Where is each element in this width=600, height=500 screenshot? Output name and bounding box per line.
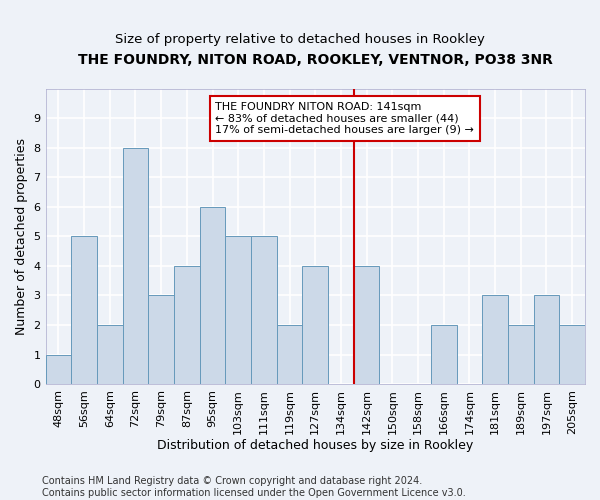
Bar [97,325,122,384]
Bar [354,266,379,384]
Bar [71,236,97,384]
Bar [431,325,457,384]
Bar [122,148,148,384]
Bar [46,354,71,384]
Bar [174,266,200,384]
Bar [559,325,585,384]
X-axis label: Distribution of detached houses by size in Rookley: Distribution of detached houses by size … [157,440,473,452]
Text: Size of property relative to detached houses in Rookley: Size of property relative to detached ho… [115,32,485,46]
Title: THE FOUNDRY, NITON ROAD, ROOKLEY, VENTNOR, PO38 3NR: THE FOUNDRY, NITON ROAD, ROOKLEY, VENTNO… [78,52,553,66]
Text: THE FOUNDRY NITON ROAD: 141sqm
← 83% of detached houses are smaller (44)
17% of : THE FOUNDRY NITON ROAD: 141sqm ← 83% of … [215,102,474,135]
Bar [277,325,302,384]
Y-axis label: Number of detached properties: Number of detached properties [15,138,28,335]
Text: Contains HM Land Registry data © Crown copyright and database right 2024.
Contai: Contains HM Land Registry data © Crown c… [42,476,466,498]
Bar [148,296,174,384]
Bar [533,296,559,384]
Bar [200,206,226,384]
Bar [251,236,277,384]
Bar [226,236,251,384]
Bar [482,296,508,384]
Bar [508,325,533,384]
Bar [302,266,328,384]
